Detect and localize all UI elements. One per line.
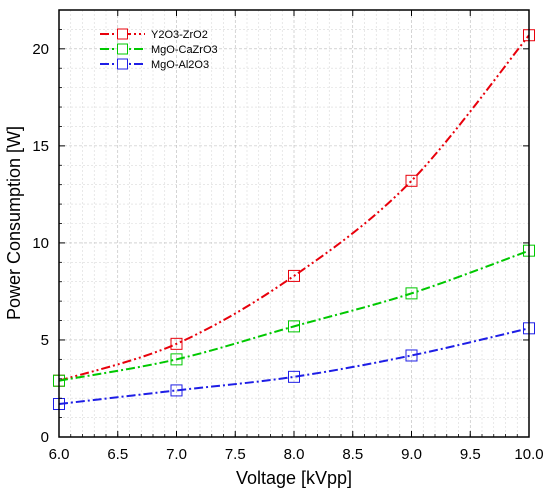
- legend-swatch-marker: [117, 58, 128, 70]
- x-tick-label: 8.0: [284, 446, 305, 463]
- x-tick-label: 10.0: [514, 446, 543, 463]
- y-tick-label: 20: [32, 41, 49, 58]
- series-line: [58, 327, 530, 405]
- legend-label: MgO-CaZrO3: [151, 44, 218, 56]
- x-axis-title: Voltage [kVpp]: [236, 468, 352, 488]
- y-tick-label: 15: [32, 138, 49, 155]
- y-tick-label: 0: [41, 429, 49, 446]
- x-tick-label: 6.5: [107, 446, 128, 463]
- ticks: 6.0 6.5 7.0 7.5 8.0 8.5 9.0 9.5 10.0 0 5 10 15 20: [32, 9, 544, 463]
- legend-label: Y2O3-ZrO2: [151, 29, 208, 41]
- legend: Y2O3-ZrO2 MgO-CaZrO3 MgO-Al2O3: [100, 28, 218, 71]
- y-tick-label: 10: [32, 235, 49, 252]
- series-line: [58, 249, 530, 382]
- data-point-marker: [288, 269, 300, 282]
- x-tick-label: 9.0: [401, 446, 422, 463]
- x-tick-label: 8.5: [342, 446, 363, 463]
- data-point-marker: [288, 370, 300, 383]
- legend-swatch-marker: [117, 43, 128, 55]
- data-point-marker: [170, 337, 183, 350]
- legend-swatch-marker: [117, 28, 128, 40]
- series-line: [58, 34, 530, 382]
- data-point-marker: [170, 384, 183, 397]
- data-point-marker: [288, 320, 300, 333]
- data-point-marker: [405, 349, 418, 362]
- x-tick-label: 7.0: [166, 446, 187, 463]
- x-tick-label: 6.0: [49, 446, 70, 463]
- data-point-marker: [170, 353, 183, 366]
- x-tick-label: 9.5: [460, 446, 481, 463]
- y-tick-label: 5: [41, 332, 49, 349]
- y-axis-title: Power Consumption [W]: [4, 126, 24, 320]
- data-point-marker: [405, 287, 418, 300]
- legend-label: MgO-Al2O3: [151, 59, 209, 71]
- data-point-marker: [405, 174, 418, 187]
- x-tick-label: 7.5: [225, 446, 246, 463]
